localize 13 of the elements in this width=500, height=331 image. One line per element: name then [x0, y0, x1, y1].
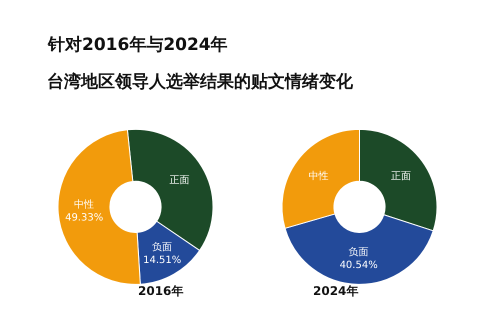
slice-label: 负面 — [152, 241, 172, 254]
slice-label: 中性 — [74, 198, 94, 211]
data-label: 14.51% — [143, 255, 182, 266]
slice-label: 正面 — [391, 171, 412, 182]
text: 2024年 — [313, 284, 358, 298]
chart-subtitle: 台湾地区领导人选举结果的贴文情绪变化 — [47, 72, 354, 92]
data-label: 49.33% — [65, 212, 104, 224]
data-label: 40.54% — [340, 260, 378, 271]
slice-label: 中性 — [308, 170, 328, 182]
chart-title: 针对2016年与2024年 — [47, 35, 228, 55]
text: 2016年 — [138, 284, 184, 298]
slice-label: 负面 — [348, 246, 369, 258]
slice-label: 正面 — [170, 174, 190, 186]
